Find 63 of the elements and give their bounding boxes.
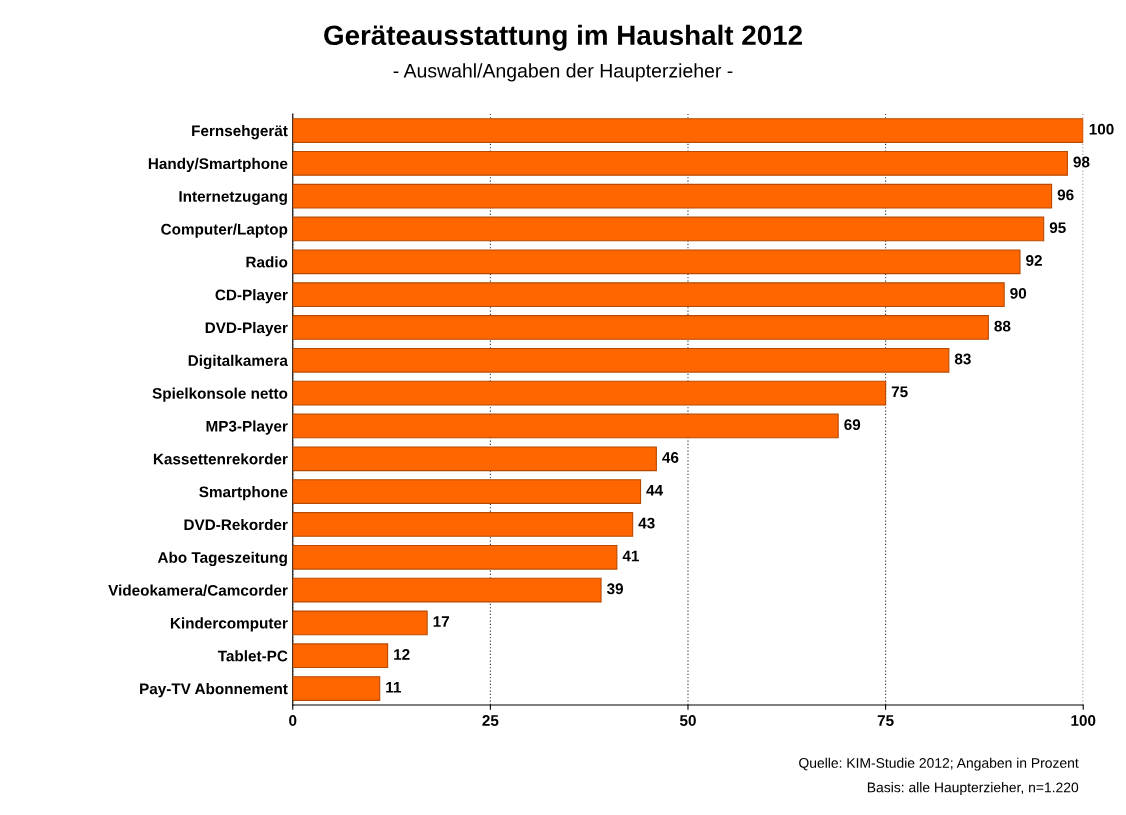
y-tick-label: Radio: [246, 256, 288, 268]
bar: [292, 216, 1045, 242]
y-tick-label: Digitalkamera: [188, 354, 288, 370]
bar: [292, 512, 634, 537]
y-tick-label: Kindercomputer: [170, 617, 288, 632]
y-tick-label: Abo Tageszeitung: [157, 551, 287, 567]
data-label: 95: [1049, 222, 1066, 234]
bar: [292, 676, 381, 701]
data-label: 83: [954, 353, 971, 365]
bar: [292, 544, 618, 570]
y-tick-label: DVD-Player: [205, 321, 288, 337]
bar: [292, 446, 657, 472]
y-tick-label: Internetzugang: [179, 191, 287, 205]
bar: [292, 315, 989, 340]
y-tick-label: Kassettenrekorder: [153, 453, 288, 465]
data-label: 100: [1089, 123, 1114, 135]
data-label: 92: [1026, 255, 1042, 266]
data-label: 43: [638, 517, 655, 529]
y-tick-label: Pay-TV Abonnement: [140, 683, 288, 698]
x-tick-label: 50: [679, 715, 696, 726]
data-label: 90: [1010, 287, 1027, 299]
y-tick-label: Tablet-PC: [217, 650, 288, 662]
bar: [292, 118, 1084, 143]
bar: [292, 643, 389, 669]
y-tick-label: Videokamera/Camcorder: [108, 584, 288, 596]
chart-title: Geräteausstattung im Haushalt 2012: [324, 24, 802, 51]
data-label: 41: [622, 550, 639, 562]
data-label: 11: [386, 682, 401, 693]
bar: [292, 249, 1021, 275]
x-tick-label: 0: [289, 715, 297, 726]
bar: [292, 347, 950, 373]
data-label: 96: [1057, 189, 1074, 201]
bar: [292, 183, 1053, 209]
text: Basis: alle Haupterzieher, n=1.220: [867, 782, 1079, 796]
chart-subtitle: - Auswahl/Angaben der Haupterzieher -: [393, 63, 733, 82]
x-tick-label: 75: [877, 715, 894, 726]
bar: [292, 577, 602, 603]
y-tick-label: Spielkonsole netto: [152, 387, 288, 402]
data-label: 39: [606, 583, 624, 595]
y-tick-label: CD-Player: [215, 289, 288, 304]
data-label: 44: [646, 485, 664, 496]
bar: [292, 150, 1068, 176]
bar: [292, 282, 1005, 308]
y-tick-label: Computer/Laptop: [161, 223, 288, 238]
data-label: 98: [1073, 156, 1090, 168]
data-label: 17: [433, 616, 450, 627]
y-tick-label: MP3-Player: [206, 420, 288, 435]
data-label: 88: [994, 320, 1011, 332]
y-tick-label: DVD-Rekorder: [184, 518, 288, 531]
x-tick-label: 25: [482, 715, 499, 726]
y-tick-label: Handy/Smartphone: [148, 157, 288, 173]
data-label: 69: [844, 419, 861, 431]
x-tick-label: 100: [1071, 715, 1096, 726]
data-label: 12: [394, 649, 410, 660]
y-tick-label: Fernsehgerät: [192, 124, 288, 140]
bar: [292, 380, 887, 406]
bar: [292, 479, 642, 504]
bar: [292, 413, 839, 439]
source-note: Quelle: KIM-Studie 2012; Angaben in Prozent: [799, 757, 1079, 771]
data-label: 75: [891, 386, 908, 398]
bar: [292, 610, 428, 636]
y-tick-label: Smartphone: [199, 486, 288, 501]
data-label: 46: [662, 452, 679, 463]
